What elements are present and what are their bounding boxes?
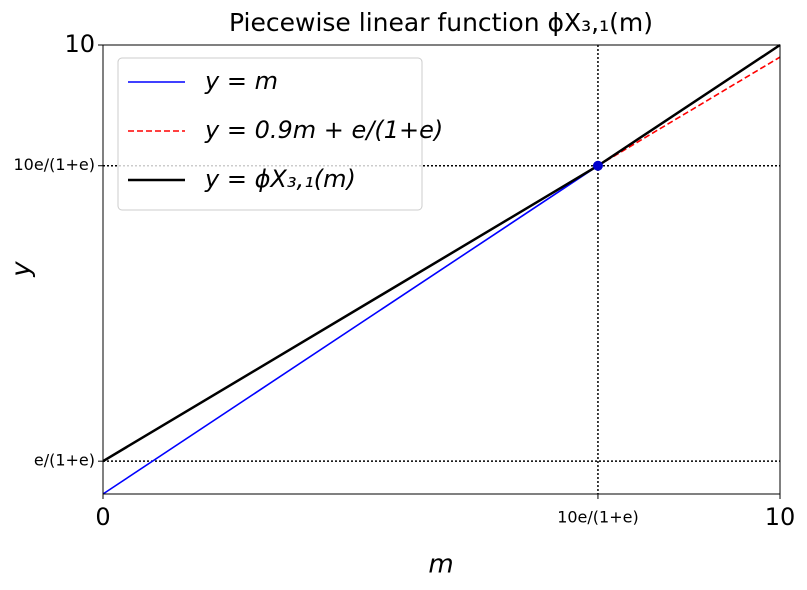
x-axis-label: m — [428, 550, 453, 580]
point — [592, 160, 603, 171]
legend-box — [117, 57, 423, 211]
y-axis-label: y — [7, 261, 37, 278]
y-tick-label: e/(1+e) — [34, 451, 95, 470]
y-tick-label: 10e/(1+e) — [13, 155, 95, 174]
line-series — [597, 56, 781, 167]
chart-title: Piecewise linear function ϕX₃,₁(m) — [229, 8, 653, 37]
x-tick-label: 10e/(1+e) — [557, 508, 639, 527]
x-tick-label: 10 — [765, 503, 796, 531]
legend-label: y = m — [204, 67, 278, 95]
legend-label: y = 0.9m + e/(1+e) — [204, 116, 443, 144]
plot-frame — [102, 44, 781, 495]
y-tick-label: 10 — [64, 30, 95, 58]
legend-label: y = ϕX₃,₁(m) — [204, 165, 356, 193]
x-tick-label: 0 — [95, 503, 110, 531]
